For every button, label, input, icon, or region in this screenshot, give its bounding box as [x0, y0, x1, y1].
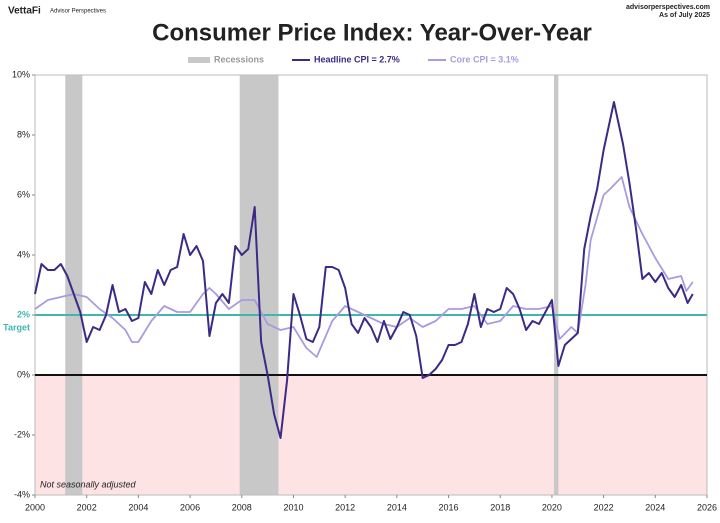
legend-label: Recessions [214, 54, 264, 64]
y-tick-label: 6% [17, 189, 30, 199]
x-tick-label: 2014 [387, 502, 407, 512]
legend-label: Core CPI = 3.1% [450, 54, 519, 64]
negative-region [35, 375, 707, 495]
x-tick-label: 2026 [697, 502, 717, 512]
series-line [34, 101, 694, 439]
note: Not seasonally adjusted [40, 479, 137, 489]
x-tick-label: 2008 [232, 502, 252, 512]
x-tick-label: 2000 [25, 502, 45, 512]
x-tick-label: 2010 [283, 502, 303, 512]
x-tick-label: 2024 [645, 502, 665, 512]
x-tick-label: 2022 [594, 502, 614, 512]
y-tick-label: 4% [17, 249, 30, 259]
x-tick-label: 2020 [542, 502, 562, 512]
x-tick-label: 2002 [77, 502, 97, 512]
x-tick-label: 2012 [335, 502, 355, 512]
target-label: Target [3, 322, 30, 332]
x-tick-label: 2016 [439, 502, 459, 512]
y-tick-label: 0% [17, 369, 30, 379]
plot-frame [34, 74, 708, 496]
recession-band [65, 75, 83, 495]
y-tick-label: -2% [14, 429, 30, 439]
x-tick-label: 2006 [180, 502, 200, 512]
y-tick-label: 8% [17, 129, 30, 139]
x-tick-label: 2018 [490, 502, 510, 512]
x-tick-label: 2004 [128, 502, 148, 512]
legend-swatch [188, 57, 210, 63]
series-line [34, 176, 694, 358]
as-of: As of July 2025 [659, 12, 710, 19]
recession-band [553, 75, 559, 495]
y-tick-label: 2% [17, 309, 30, 319]
source: advisorperspectives.com [626, 4, 710, 11]
brand-sub: Advisor Perspectives [50, 9, 106, 15]
y-tick-label: 10% [12, 69, 30, 79]
legend-label: Headline CPI = 2.7% [314, 54, 400, 64]
brand: VettaFi [8, 6, 41, 17]
y-tick-label: -4% [14, 489, 30, 499]
chart-title: Consumer Price Index: Year-Over-Year [152, 19, 592, 46]
